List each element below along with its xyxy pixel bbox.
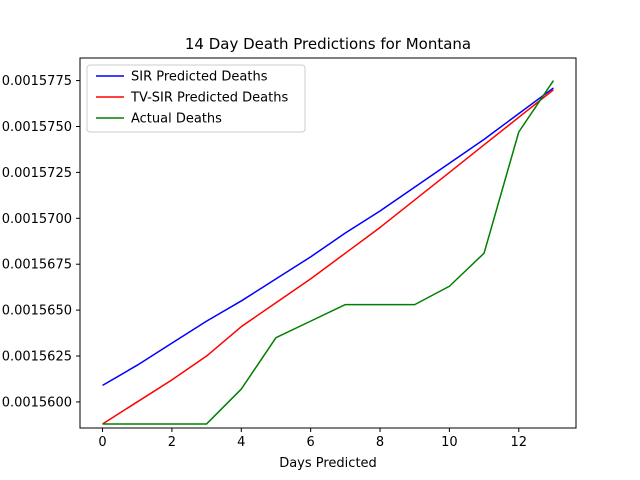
x-tick-label: 4	[237, 435, 245, 450]
plot-frame	[79, 57, 577, 429]
y-axis: 0.0015600 0.0015625 0.0015650 0.0015675 0.00…	[2, 74, 80, 410]
y-tick-label: 0.0015675	[2, 258, 72, 273]
y-tick-label: 0.0015700	[2, 212, 72, 227]
x-tick-label: 0	[98, 435, 106, 450]
x-tick-label: 2	[168, 435, 176, 450]
x-tick-label: 12	[510, 435, 527, 450]
legend-box	[86, 64, 306, 133]
legend: SIR Predicted Deaths TV-SIR Predicted De…	[86, 64, 306, 133]
series-line-0	[102, 87, 554, 387]
series-line-1	[102, 89, 554, 425]
x-tick-label: 10	[441, 435, 458, 450]
y-tick-label: 0.0015775	[2, 74, 72, 89]
x-tick-label: 6	[307, 435, 315, 450]
legend-label-sir: SIR Predicted Deaths	[131, 70, 268, 85]
x-axis: 0 2 4 6 8 10 12	[98, 428, 527, 450]
x-axis-label: Days Predicted	[279, 456, 377, 471]
series-line-2	[102, 80, 555, 425]
x-tick-label: 8	[376, 435, 384, 450]
legend-label-tv-sir: TV-SIR Predicted Deaths	[130, 91, 288, 106]
chart-title: 14 Day Death Predictions for Montana	[185, 35, 471, 53]
lines-layer	[102, 80, 555, 425]
y-tick-label: 0.0015750	[2, 120, 72, 135]
legend-label-actual: Actual Deaths	[131, 112, 222, 127]
y-tick-label: 0.0015600	[2, 395, 72, 410]
y-tick-label: 0.0015650	[2, 304, 72, 319]
y-tick-label: 0.0015625	[2, 350, 72, 365]
y-tick-label: 0.0015725	[2, 166, 72, 181]
